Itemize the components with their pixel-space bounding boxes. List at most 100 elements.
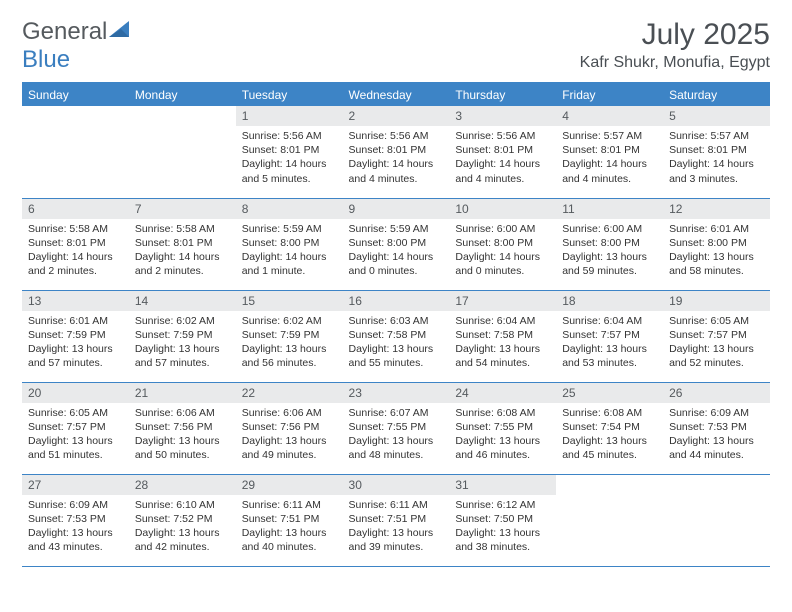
calendar-day-cell: 5Sunrise: 5:57 AMSunset: 8:01 PMDaylight… [663, 106, 770, 198]
calendar-head: SundayMondayTuesdayWednesdayThursdayFrid… [22, 84, 770, 106]
day-number: 16 [343, 291, 450, 311]
calendar-day-cell: 15Sunrise: 6:02 AMSunset: 7:59 PMDayligh… [236, 290, 343, 382]
calendar-day-cell: 24Sunrise: 6:08 AMSunset: 7:55 PMDayligh… [449, 382, 556, 474]
calendar-empty-cell [556, 474, 663, 566]
day-number: 23 [343, 383, 450, 403]
title-block: July 2025 Kafr Shukr, Monufia, Egypt [580, 18, 770, 72]
day-data: Sunrise: 6:02 AMSunset: 7:59 PMDaylight:… [236, 311, 343, 377]
day-number: 12 [663, 199, 770, 219]
day-data: Sunrise: 5:58 AMSunset: 8:01 PMDaylight:… [22, 219, 129, 285]
day-number: 9 [343, 199, 450, 219]
day-number: 24 [449, 383, 556, 403]
calendar-week-row: 6Sunrise: 5:58 AMSunset: 8:01 PMDaylight… [22, 198, 770, 290]
calendar-day-cell: 9Sunrise: 5:59 AMSunset: 8:00 PMDaylight… [343, 198, 450, 290]
calendar-day-cell: 29Sunrise: 6:11 AMSunset: 7:51 PMDayligh… [236, 474, 343, 566]
weekday-header: Monday [129, 84, 236, 106]
calendar-table: SundayMondayTuesdayWednesdayThursdayFrid… [22, 84, 770, 567]
day-data: Sunrise: 6:03 AMSunset: 7:58 PMDaylight:… [343, 311, 450, 377]
weekday-header: Saturday [663, 84, 770, 106]
logo: General [22, 18, 135, 46]
day-number: 6 [22, 199, 129, 219]
calendar-day-cell: 12Sunrise: 6:01 AMSunset: 8:00 PMDayligh… [663, 198, 770, 290]
logo-text-general: General [22, 18, 107, 46]
calendar-empty-cell [129, 106, 236, 198]
location: Kafr Shukr, Monufia, Egypt [580, 54, 770, 72]
calendar-empty-cell [663, 474, 770, 566]
calendar-day-cell: 22Sunrise: 6:06 AMSunset: 7:56 PMDayligh… [236, 382, 343, 474]
day-number: 27 [22, 475, 129, 495]
day-number: 31 [449, 475, 556, 495]
day-number: 3 [449, 106, 556, 126]
calendar-day-cell: 25Sunrise: 6:08 AMSunset: 7:54 PMDayligh… [556, 382, 663, 474]
day-data: Sunrise: 6:08 AMSunset: 7:54 PMDaylight:… [556, 403, 663, 469]
day-data: Sunrise: 5:59 AMSunset: 8:00 PMDaylight:… [236, 219, 343, 285]
day-number: 21 [129, 383, 236, 403]
calendar-day-cell: 4Sunrise: 5:57 AMSunset: 8:01 PMDaylight… [556, 106, 663, 198]
day-number: 19 [663, 291, 770, 311]
month-title: July 2025 [580, 18, 770, 52]
calendar-day-cell: 18Sunrise: 6:04 AMSunset: 7:57 PMDayligh… [556, 290, 663, 382]
day-data: Sunrise: 6:04 AMSunset: 7:58 PMDaylight:… [449, 311, 556, 377]
day-data: Sunrise: 6:01 AMSunset: 8:00 PMDaylight:… [663, 219, 770, 285]
day-data: Sunrise: 6:02 AMSunset: 7:59 PMDaylight:… [129, 311, 236, 377]
calendar-day-cell: 27Sunrise: 6:09 AMSunset: 7:53 PMDayligh… [22, 474, 129, 566]
day-number: 30 [343, 475, 450, 495]
day-data: Sunrise: 5:56 AMSunset: 8:01 PMDaylight:… [449, 126, 556, 192]
calendar-day-cell: 10Sunrise: 6:00 AMSunset: 8:00 PMDayligh… [449, 198, 556, 290]
calendar-day-cell: 31Sunrise: 6:12 AMSunset: 7:50 PMDayligh… [449, 474, 556, 566]
day-number: 8 [236, 199, 343, 219]
calendar-day-cell: 6Sunrise: 5:58 AMSunset: 8:01 PMDaylight… [22, 198, 129, 290]
calendar-day-cell: 8Sunrise: 5:59 AMSunset: 8:00 PMDaylight… [236, 198, 343, 290]
weekday-header: Tuesday [236, 84, 343, 106]
day-number: 25 [556, 383, 663, 403]
day-data: Sunrise: 6:09 AMSunset: 7:53 PMDaylight:… [663, 403, 770, 469]
day-data: Sunrise: 6:04 AMSunset: 7:57 PMDaylight:… [556, 311, 663, 377]
day-data: Sunrise: 6:08 AMSunset: 7:55 PMDaylight:… [449, 403, 556, 469]
calendar-body: 1Sunrise: 5:56 AMSunset: 8:01 PMDaylight… [22, 106, 770, 566]
day-data: Sunrise: 5:59 AMSunset: 8:00 PMDaylight:… [343, 219, 450, 285]
day-data: Sunrise: 6:12 AMSunset: 7:50 PMDaylight:… [449, 495, 556, 561]
weekday-header: Thursday [449, 84, 556, 106]
day-number: 1 [236, 106, 343, 126]
day-data: Sunrise: 5:57 AMSunset: 8:01 PMDaylight:… [663, 126, 770, 192]
day-number: 11 [556, 199, 663, 219]
logo-triangle-icon [107, 19, 133, 46]
calendar-day-cell: 20Sunrise: 6:05 AMSunset: 7:57 PMDayligh… [22, 382, 129, 474]
day-number: 14 [129, 291, 236, 311]
day-number: 10 [449, 199, 556, 219]
day-data: Sunrise: 5:56 AMSunset: 8:01 PMDaylight:… [343, 126, 450, 192]
day-data: Sunrise: 6:01 AMSunset: 7:59 PMDaylight:… [22, 311, 129, 377]
calendar-week-row: 1Sunrise: 5:56 AMSunset: 8:01 PMDaylight… [22, 106, 770, 198]
day-data: Sunrise: 6:11 AMSunset: 7:51 PMDaylight:… [343, 495, 450, 561]
day-number: 5 [663, 106, 770, 126]
calendar-day-cell: 16Sunrise: 6:03 AMSunset: 7:58 PMDayligh… [343, 290, 450, 382]
day-number: 15 [236, 291, 343, 311]
calendar-day-cell: 3Sunrise: 5:56 AMSunset: 8:01 PMDaylight… [449, 106, 556, 198]
calendar-day-cell: 1Sunrise: 5:56 AMSunset: 8:01 PMDaylight… [236, 106, 343, 198]
calendar-week-row: 13Sunrise: 6:01 AMSunset: 7:59 PMDayligh… [22, 290, 770, 382]
weekday-header: Wednesday [343, 84, 450, 106]
logo-blue-text-wrap: Blue [22, 46, 70, 74]
day-data: Sunrise: 5:56 AMSunset: 8:01 PMDaylight:… [236, 126, 343, 192]
calendar-day-cell: 13Sunrise: 6:01 AMSunset: 7:59 PMDayligh… [22, 290, 129, 382]
day-data: Sunrise: 6:06 AMSunset: 7:56 PMDaylight:… [236, 403, 343, 469]
day-number: 7 [129, 199, 236, 219]
calendar-day-cell: 30Sunrise: 6:11 AMSunset: 7:51 PMDayligh… [343, 474, 450, 566]
day-data: Sunrise: 6:00 AMSunset: 8:00 PMDaylight:… [449, 219, 556, 285]
day-data: Sunrise: 6:09 AMSunset: 7:53 PMDaylight:… [22, 495, 129, 561]
calendar-day-cell: 21Sunrise: 6:06 AMSunset: 7:56 PMDayligh… [129, 382, 236, 474]
calendar-day-cell: 23Sunrise: 6:07 AMSunset: 7:55 PMDayligh… [343, 382, 450, 474]
logo-text-blue: Blue [22, 46, 70, 73]
day-number: 20 [22, 383, 129, 403]
day-data: Sunrise: 6:00 AMSunset: 8:00 PMDaylight:… [556, 219, 663, 285]
day-number: 18 [556, 291, 663, 311]
day-number: 2 [343, 106, 450, 126]
header: General July 2025 Kafr Shukr, Monufia, E… [0, 0, 792, 80]
day-number: 22 [236, 383, 343, 403]
calendar-day-cell: 17Sunrise: 6:04 AMSunset: 7:58 PMDayligh… [449, 290, 556, 382]
weekday-header: Friday [556, 84, 663, 106]
calendar-day-cell: 14Sunrise: 6:02 AMSunset: 7:59 PMDayligh… [129, 290, 236, 382]
calendar-week-row: 20Sunrise: 6:05 AMSunset: 7:57 PMDayligh… [22, 382, 770, 474]
calendar-day-cell: 26Sunrise: 6:09 AMSunset: 7:53 PMDayligh… [663, 382, 770, 474]
weekday-header: Sunday [22, 84, 129, 106]
